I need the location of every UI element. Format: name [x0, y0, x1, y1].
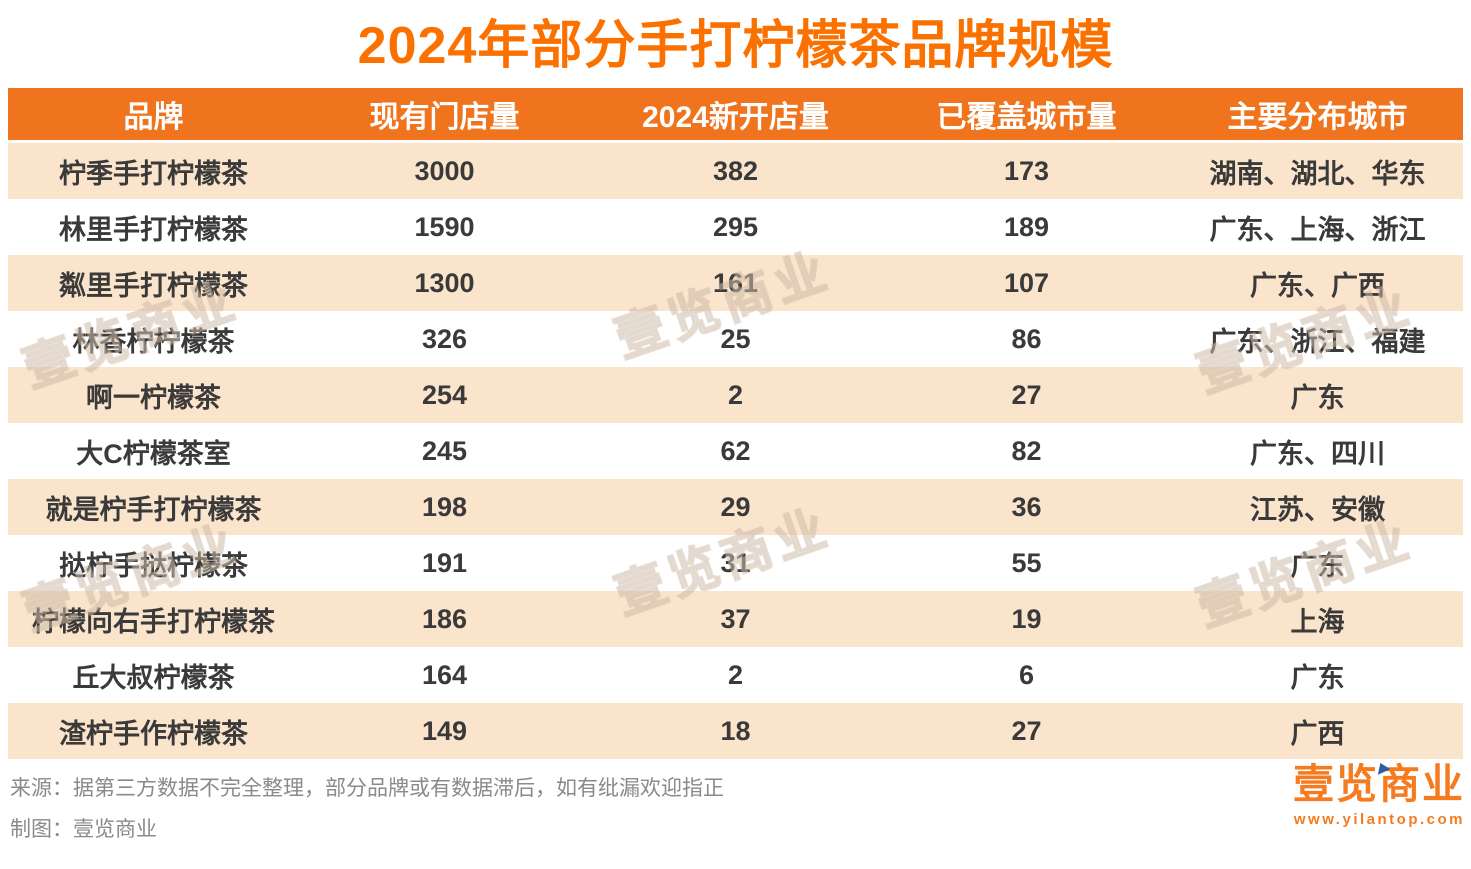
table-cell: 25	[720, 323, 751, 354]
table-row: 林里手打柠檬茶 1590 295 189 广东、上海、浙江	[8, 199, 1463, 255]
table-cell: 1300	[414, 267, 475, 298]
table-cell: 82	[1011, 435, 1042, 466]
table-cell: 1590	[414, 211, 475, 242]
brand-table: 品牌 现有门店量 2024新开店量 已覆盖城市量 主要分布城市柠季手打柠檬茶 3000 38…	[8, 88, 1463, 759]
table-cell: 18	[720, 715, 751, 746]
logo-lockup: 壹览商业	[1293, 760, 1465, 808]
table-cell: 326	[421, 323, 468, 354]
table-row: 啊一柠檬茶 254 2 27 广东	[8, 367, 1463, 423]
table-cell: 广东、广西	[1250, 270, 1385, 301]
table-cell: 3000	[414, 155, 475, 186]
table-cell: 广东	[1290, 382, 1345, 413]
table-header-row: 品牌 现有门店量 2024新开店量 已覆盖城市量 主要分布城市	[8, 88, 1463, 140]
table-cell: 2	[727, 659, 744, 690]
table-cell: 粼里手打柠檬茶	[59, 270, 248, 301]
table-header-cell: 2024新开店量	[642, 101, 829, 134]
table-cell: 107	[1003, 267, 1050, 298]
table-cell: 36	[1011, 491, 1042, 522]
table-cell: 2	[727, 379, 744, 410]
table-cell: 55	[1011, 547, 1042, 578]
table-cell: 186	[421, 603, 468, 634]
table-cell: 柠季手打柠檬茶	[59, 158, 248, 189]
page-title: 2024年部分手打柠檬茶品牌规模	[357, 17, 1114, 75]
table-cell: 丘大叔柠檬茶	[72, 662, 235, 693]
table-cell: 江苏、安徽	[1250, 494, 1385, 525]
table-cell: 林里手打柠檬茶	[59, 214, 248, 245]
table-cell: 19	[1011, 603, 1042, 634]
table-cell: 湖南、湖北、华东	[1209, 158, 1426, 189]
table-cell: 29	[720, 491, 751, 522]
table-row: 就是柠手打柠檬茶 198 29 36 江苏、安徽	[8, 479, 1463, 535]
table-header-cell: 已覆盖城市量	[936, 101, 1117, 134]
table-cell: 161	[712, 267, 759, 298]
table-cell: 27	[1011, 379, 1042, 410]
table-row: 丘大叔柠檬茶 164 2 6 广东	[8, 647, 1463, 703]
logo-text: 壹览商业	[1293, 761, 1465, 807]
yilan-logo: 壹览商业 www.yilantop.com	[1293, 760, 1465, 828]
logo-website: www.yilantop.com	[1293, 811, 1465, 828]
credit-note: 制图：壹览商业	[10, 818, 157, 841]
table-row: 柠檬向右手打柠檬茶 186 37 19 上海	[8, 591, 1463, 647]
table-cell: 31	[720, 547, 751, 578]
table-cell: 37	[720, 603, 751, 634]
table-cell: 啊一柠檬茶	[86, 382, 221, 413]
table-cell: 164	[421, 659, 468, 690]
table-cell: 广东、上海、浙江	[1209, 214, 1426, 245]
table-cell: 382	[712, 155, 759, 186]
table-header-cell: 主要分布城市	[1227, 101, 1408, 134]
table-cell: 86	[1011, 323, 1042, 354]
table-cell: 173	[1003, 155, 1050, 186]
table-cell: 柠檬向右手打柠檬茶	[32, 606, 275, 637]
table-cell: 295	[712, 211, 759, 242]
table-cell: 渣柠手作柠檬茶	[59, 718, 248, 749]
table-cell: 大C柠檬茶室	[76, 438, 231, 469]
table-cell: 广东	[1290, 662, 1345, 693]
table-cell: 149	[421, 715, 468, 746]
table-row: 渣柠手作柠檬茶 149 18 27 广西	[8, 703, 1463, 759]
table-cell: 198	[421, 491, 468, 522]
table-cell: 广西	[1290, 718, 1345, 749]
table-row: 挞柠手挞柠檬茶 191 31 55 广东	[8, 535, 1463, 591]
table-cell: 上海	[1290, 606, 1345, 637]
table-cell: 广东、浙江、福建	[1209, 326, 1426, 357]
table-cell: 254	[421, 379, 468, 410]
table-cell: 广东	[1290, 550, 1345, 581]
table-cell: 林香柠柠檬茶	[72, 326, 235, 357]
table-row: 柠季手打柠檬茶 3000 382 173 湖南、湖北、华东	[8, 143, 1463, 199]
table-header-cell: 品牌	[123, 101, 184, 134]
table-cell: 27	[1011, 715, 1042, 746]
table-row: 大C柠檬茶室 245 62 82 广东、四川	[8, 423, 1463, 479]
table-header-cell: 现有门店量	[369, 101, 520, 134]
footer-notes: 来源：据第三方数据不完全整理，部分品牌或有数据滞后，如有纰漏欢迎指正 制图：壹览…	[10, 768, 724, 850]
table-cell: 6	[1018, 659, 1035, 690]
table-row: 粼里手打柠檬茶 1300 161 107 广东、广西	[8, 255, 1463, 311]
table-cell: 245	[421, 435, 468, 466]
table-cell: 挞柠手挞柠檬茶	[59, 550, 248, 581]
table-cell: 191	[421, 547, 468, 578]
table-cell: 广东、四川	[1250, 438, 1385, 469]
source-note: 来源：据第三方数据不完全整理，部分品牌或有数据滞后，如有纰漏欢迎指正	[10, 777, 724, 800]
table-cell: 189	[1003, 211, 1050, 242]
table-cell: 62	[720, 435, 751, 466]
table-row: 林香柠柠檬茶 326 25 86 广东、浙江、福建	[8, 311, 1463, 367]
table-cell: 就是柠手打柠檬茶	[45, 494, 262, 525]
